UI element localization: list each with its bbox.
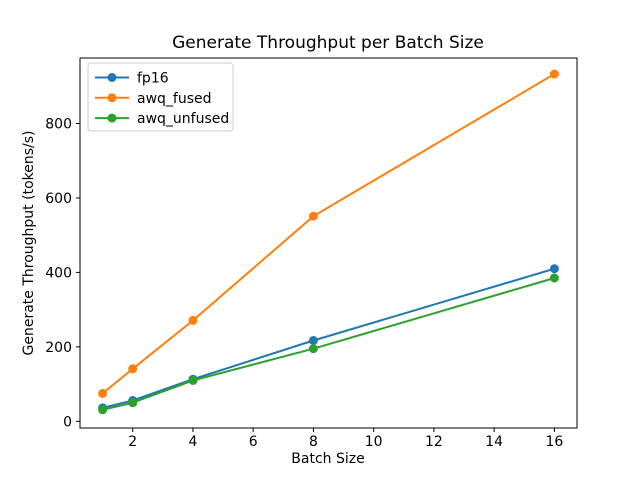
series-line-awq_unfused bbox=[102, 277, 555, 411]
legend-marker-icon bbox=[107, 113, 117, 123]
legend-entry-awq_unfused: awq_unfused bbox=[95, 111, 229, 127]
legend-marker-icon bbox=[107, 73, 117, 82]
y-tick-label: 800 bbox=[45, 117, 72, 133]
data-point-awq_unfused bbox=[549, 273, 559, 283]
x-tick-label: 14 bbox=[485, 434, 503, 450]
chart-title: Generate Throughput per Batch Size bbox=[172, 33, 484, 53]
y-tick-label: 0 bbox=[63, 414, 72, 430]
data-point-awq_fused bbox=[128, 364, 138, 374]
y-tick-label: 600 bbox=[45, 191, 72, 207]
y-tick-label: 400 bbox=[45, 265, 72, 281]
x-tick-label: 8 bbox=[309, 434, 318, 450]
data-point-awq_unfused bbox=[128, 398, 138, 408]
legend-entry-fp16: fp16 bbox=[95, 71, 169, 87]
data-point-fp16 bbox=[549, 264, 559, 274]
data-point-awq_fused bbox=[549, 69, 559, 79]
y-tick-label: 200 bbox=[45, 340, 72, 356]
x-tick-label: 4 bbox=[188, 434, 197, 450]
series-group bbox=[98, 69, 559, 415]
legend-marker-icon bbox=[107, 93, 117, 103]
data-point-awq_unfused bbox=[308, 344, 318, 354]
x-tick-label: 6 bbox=[249, 434, 258, 450]
x-tick-label: 16 bbox=[545, 434, 563, 450]
legend-entry-awq_fused: awq_fused bbox=[95, 91, 212, 107]
legend: fp16 awq_fused awq_unfused bbox=[87, 62, 234, 132]
legend-label: awq_fused bbox=[137, 91, 212, 107]
data-point-awq_unfused bbox=[98, 405, 108, 415]
x-tick-label: 12 bbox=[425, 434, 443, 450]
legend-label: fp16 bbox=[137, 71, 169, 87]
y-axis-ticks: 0 200 400 600 800 bbox=[45, 117, 80, 430]
legend-frame bbox=[87, 62, 234, 132]
x-axis-ticks: 2 4 6 8 10 12 14 16 bbox=[128, 428, 563, 450]
data-point-fp16 bbox=[308, 336, 318, 345]
data-point-awq_fused bbox=[188, 315, 198, 325]
data-point-awq_fused bbox=[98, 388, 108, 398]
x-axis-label: Batch Size bbox=[291, 451, 364, 467]
x-tick-label: 2 bbox=[128, 434, 137, 450]
x-tick-label: 10 bbox=[365, 434, 383, 450]
data-point-awq_unfused bbox=[188, 375, 198, 385]
plot-border bbox=[79, 57, 578, 429]
data-point-awq_fused bbox=[308, 211, 318, 221]
legend-label: awq_unfused bbox=[137, 111, 229, 127]
y-axis-label: Generate Throughput (tokens/s) bbox=[21, 131, 37, 356]
